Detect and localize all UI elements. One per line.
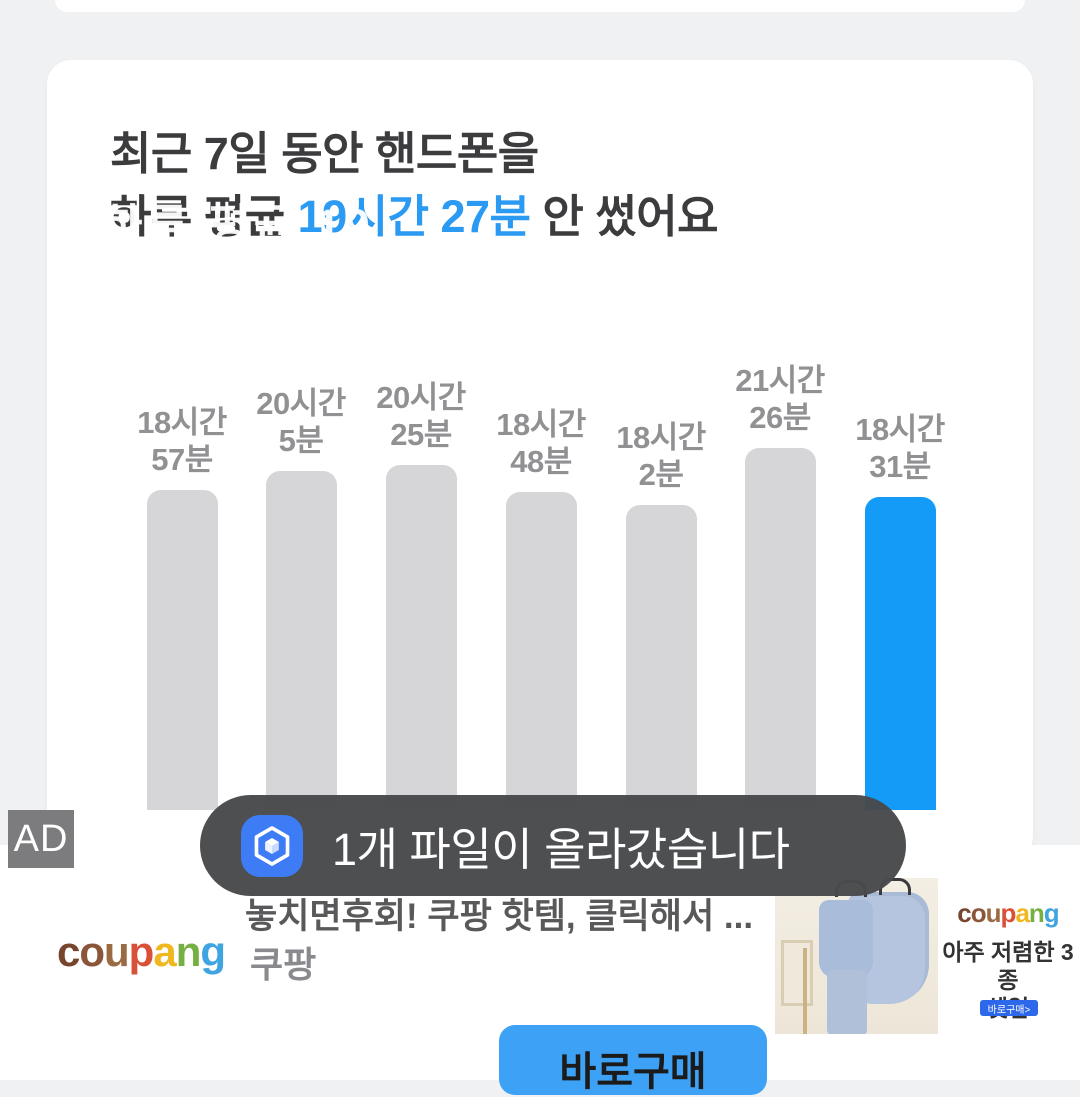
- bar-value-label: 20시간 5분: [256, 386, 346, 458]
- logo-letter: p: [128, 928, 155, 975]
- coupang-logo[interactable]: coupang: [57, 928, 226, 976]
- logo-letter: o: [970, 898, 987, 928]
- logo-letter: g: [200, 928, 226, 975]
- photo-prop: [781, 940, 813, 1006]
- pants-shape: [827, 970, 867, 1034]
- title-line1: 최근 7일 동안 핸드폰을: [110, 128, 539, 179]
- bar-value-label: 18시간 2분: [616, 420, 706, 492]
- logo-letter: c: [957, 898, 972, 928]
- top-shape: [819, 900, 873, 978]
- usage-bar: [744, 448, 816, 810]
- upload-toast[interactable]: 1개 파일이 올라갔습니다: [200, 795, 906, 896]
- usage-bar: [505, 492, 577, 810]
- usage-bar: [385, 465, 457, 810]
- buy-now-small-button[interactable]: 바로구매>: [980, 1000, 1038, 1016]
- usage-bar: [265, 471, 337, 810]
- coupang-logo-small[interactable]: coupang: [950, 898, 1066, 929]
- logo-letter: c: [57, 928, 80, 975]
- bar-value-label: 18시간 57분: [137, 405, 227, 477]
- advertiser-name[interactable]: 쿠팡: [250, 944, 317, 985]
- logo-letter: u: [985, 898, 1002, 928]
- photo-prop-leg: [803, 948, 807, 1034]
- toast-message: 1개 파일이 올라갔습니다: [332, 824, 790, 875]
- product-image[interactable]: [775, 878, 938, 1034]
- logo-letter: g: [1043, 898, 1060, 928]
- ad-headline[interactable]: 놓치면후회! 쿠팡 핫템, 클릭해서 ...: [245, 897, 754, 936]
- hexagon-cube-upload-icon: [241, 814, 303, 877]
- title-line2: 하루 평균 19시간 27분 안 썼어요: [110, 191, 719, 242]
- previous-card-bottom: [55, 0, 1025, 12]
- average-usage-highlight: 19시간 27분: [297, 191, 531, 242]
- usage-bar: [864, 497, 936, 810]
- logo-letter: n: [1028, 898, 1045, 928]
- logo-letter: p: [1000, 898, 1017, 928]
- bar-value-label: 18시간 31분: [855, 412, 945, 484]
- ad-badge: AD: [8, 810, 74, 868]
- bar-value-label: 18시간 48분: [496, 407, 586, 479]
- logo-letter: a: [1015, 898, 1030, 928]
- bar-value-label: 20시간 25분: [376, 380, 466, 452]
- buy-now-button[interactable]: 바로구매: [499, 1025, 767, 1095]
- logo-letter: u: [104, 928, 130, 975]
- page-title: 최근 7일 동안 핸드폰을 하루 평균 19시간 27분 안 썼어요: [110, 122, 719, 248]
- usage-bar: [146, 490, 218, 810]
- logo-letter: n: [175, 928, 202, 975]
- logo-letter: o: [79, 928, 105, 975]
- usage-bar: [625, 505, 697, 810]
- logo-letter: a: [153, 928, 176, 975]
- bar-value-label: 21시간 26분: [735, 363, 825, 435]
